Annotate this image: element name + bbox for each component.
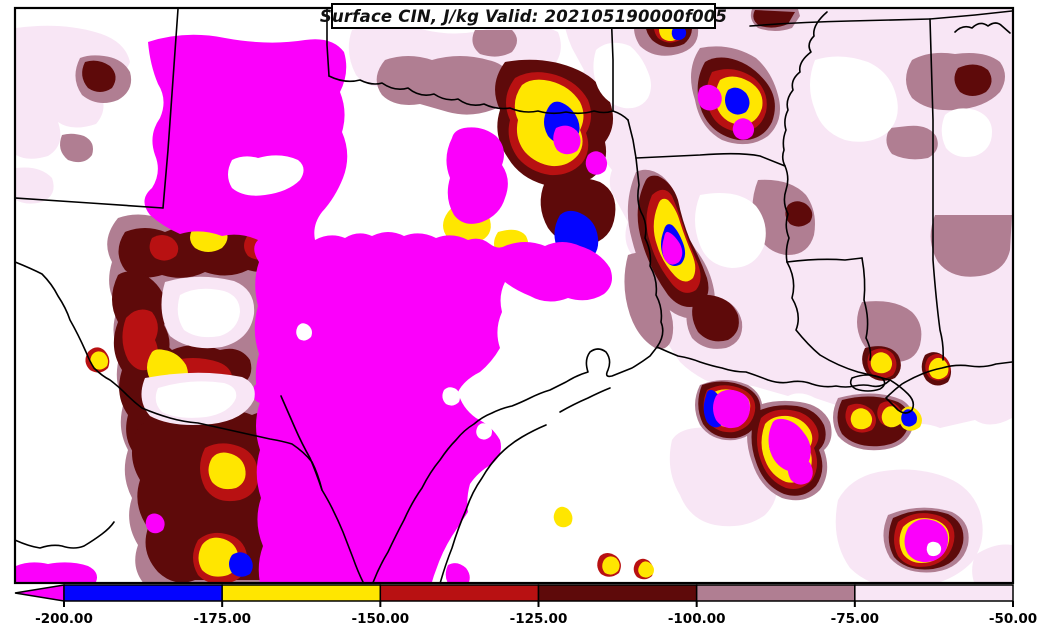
colorbar-segment--125-to--100 — [537, 584, 698, 602]
rio-conchos-river — [16, 521, 115, 549]
contour-magenta — [446, 127, 508, 224]
la-ms-border-31n — [786, 257, 863, 263]
contour-white — [476, 423, 492, 440]
contour-blue — [725, 87, 750, 115]
contour-magenta — [327, 555, 356, 582]
contour-pink — [16, 167, 54, 204]
contour-white — [177, 288, 240, 338]
contour-maroon — [785, 201, 813, 227]
contour-maroon — [692, 294, 739, 342]
contour-yellow — [208, 452, 246, 490]
colorbar-tick-label: -125.00 — [510, 611, 568, 627]
contour-white — [228, 155, 304, 196]
tx-ok-border-100w — [326, 9, 330, 77]
colorbar-segment--75-to--50 — [854, 584, 1014, 602]
contour-magenta — [904, 519, 949, 563]
tx-la-sabine-river — [635, 157, 664, 348]
tennessee-river-al — [954, 22, 1011, 34]
contour-yellow — [90, 351, 108, 370]
contour-magenta — [553, 125, 581, 155]
contour-blue — [671, 25, 687, 41]
colorbar-segment--200-to--175 — [63, 584, 223, 602]
colorbar-segment--150-to--125 — [379, 584, 540, 602]
gulf-coastline — [372, 346, 1012, 582]
contour-white — [155, 381, 237, 418]
contour-white — [941, 108, 992, 157]
contour-yellow — [850, 408, 873, 430]
contour-magenta — [697, 84, 722, 111]
colorbar: -200.00 -175.00 -150.00 -125.00 -100.00 -75.0… — [14, 584, 1037, 627]
contour-white — [296, 323, 312, 341]
contour-yellow — [602, 556, 620, 575]
contour-red — [122, 309, 158, 371]
contour-mauve — [886, 125, 938, 160]
contour-mauve — [60, 133, 93, 163]
galveston-island — [559, 387, 611, 413]
tn-ms-border — [749, 18, 931, 27]
contour-red — [149, 235, 179, 261]
contour-white — [695, 193, 766, 268]
contour-yellow — [638, 561, 654, 578]
ar-la-border — [635, 152, 786, 167]
red-river-tx-ok — [328, 75, 629, 121]
mississippi-river — [781, 11, 828, 263]
contour-white — [540, 341, 611, 428]
contour-white — [442, 387, 460, 406]
contour-mauve — [472, 30, 517, 57]
contour-mauve — [752, 179, 815, 256]
nm-tx-border-103w — [162, 9, 179, 209]
contour-white — [926, 541, 942, 557]
map-title: Surface CIN, J/kg Valid: 202105190000f00… — [319, 6, 728, 26]
colorbar-tick-label: -175.00 — [193, 611, 251, 627]
contour-magenta — [252, 383, 272, 404]
rio-grande-river — [16, 261, 364, 582]
map-title-box: Surface CIN, J/kg Valid: 202105190000f00… — [320, 3, 727, 29]
colorbar-tick-label: -200.00 — [35, 611, 93, 627]
contour-blue — [229, 552, 253, 577]
colorbar-segment-below--200 — [14, 584, 65, 602]
contour-yellow — [870, 352, 893, 374]
nm-tx-border-32n — [16, 197, 164, 209]
colorbar-segment--100-to--75 — [695, 584, 856, 602]
contour-pink — [972, 544, 1012, 582]
contour-mauve — [930, 215, 1012, 277]
contour-maroon — [954, 64, 992, 96]
contour-yellow — [198, 537, 239, 577]
contour-white — [593, 42, 651, 109]
contour-magenta — [662, 231, 683, 265]
contour-magenta — [732, 118, 755, 140]
barrier-islands-tx — [439, 424, 547, 582]
pecos-river — [280, 395, 323, 491]
contour-yellow — [553, 506, 573, 528]
contour-magenta — [445, 563, 470, 582]
contour-white — [810, 56, 898, 142]
contour-magenta — [16, 562, 97, 582]
ms-al-border — [929, 18, 944, 361]
colorbar-segment--175-to--150 — [221, 584, 382, 602]
mississippi-river-lower — [786, 261, 891, 381]
colorbar-tick-label: -150.00 — [351, 611, 409, 627]
contour-maroon — [82, 60, 116, 92]
colorbar-tick-label: -50.00 — [989, 611, 1037, 627]
contour-mauve — [376, 56, 513, 115]
state-and-river-lines — [16, 9, 1012, 582]
tn-al-border — [929, 10, 1012, 20]
colorbar-tick-label: -75.00 — [831, 611, 879, 627]
contour-magenta — [585, 151, 608, 175]
colorbar-tick-label: -100.00 — [668, 611, 726, 627]
lake-pontchartrain — [849, 374, 886, 392]
tx-ar-border — [627, 119, 637, 159]
contour-magenta — [787, 456, 813, 485]
contour-magenta — [145, 513, 165, 534]
contour-mauve — [624, 252, 674, 349]
contour-magenta — [713, 389, 750, 429]
pearl-river-la-ms — [861, 257, 872, 361]
contour-yellow — [881, 406, 903, 428]
contour-magenta — [348, 535, 432, 582]
